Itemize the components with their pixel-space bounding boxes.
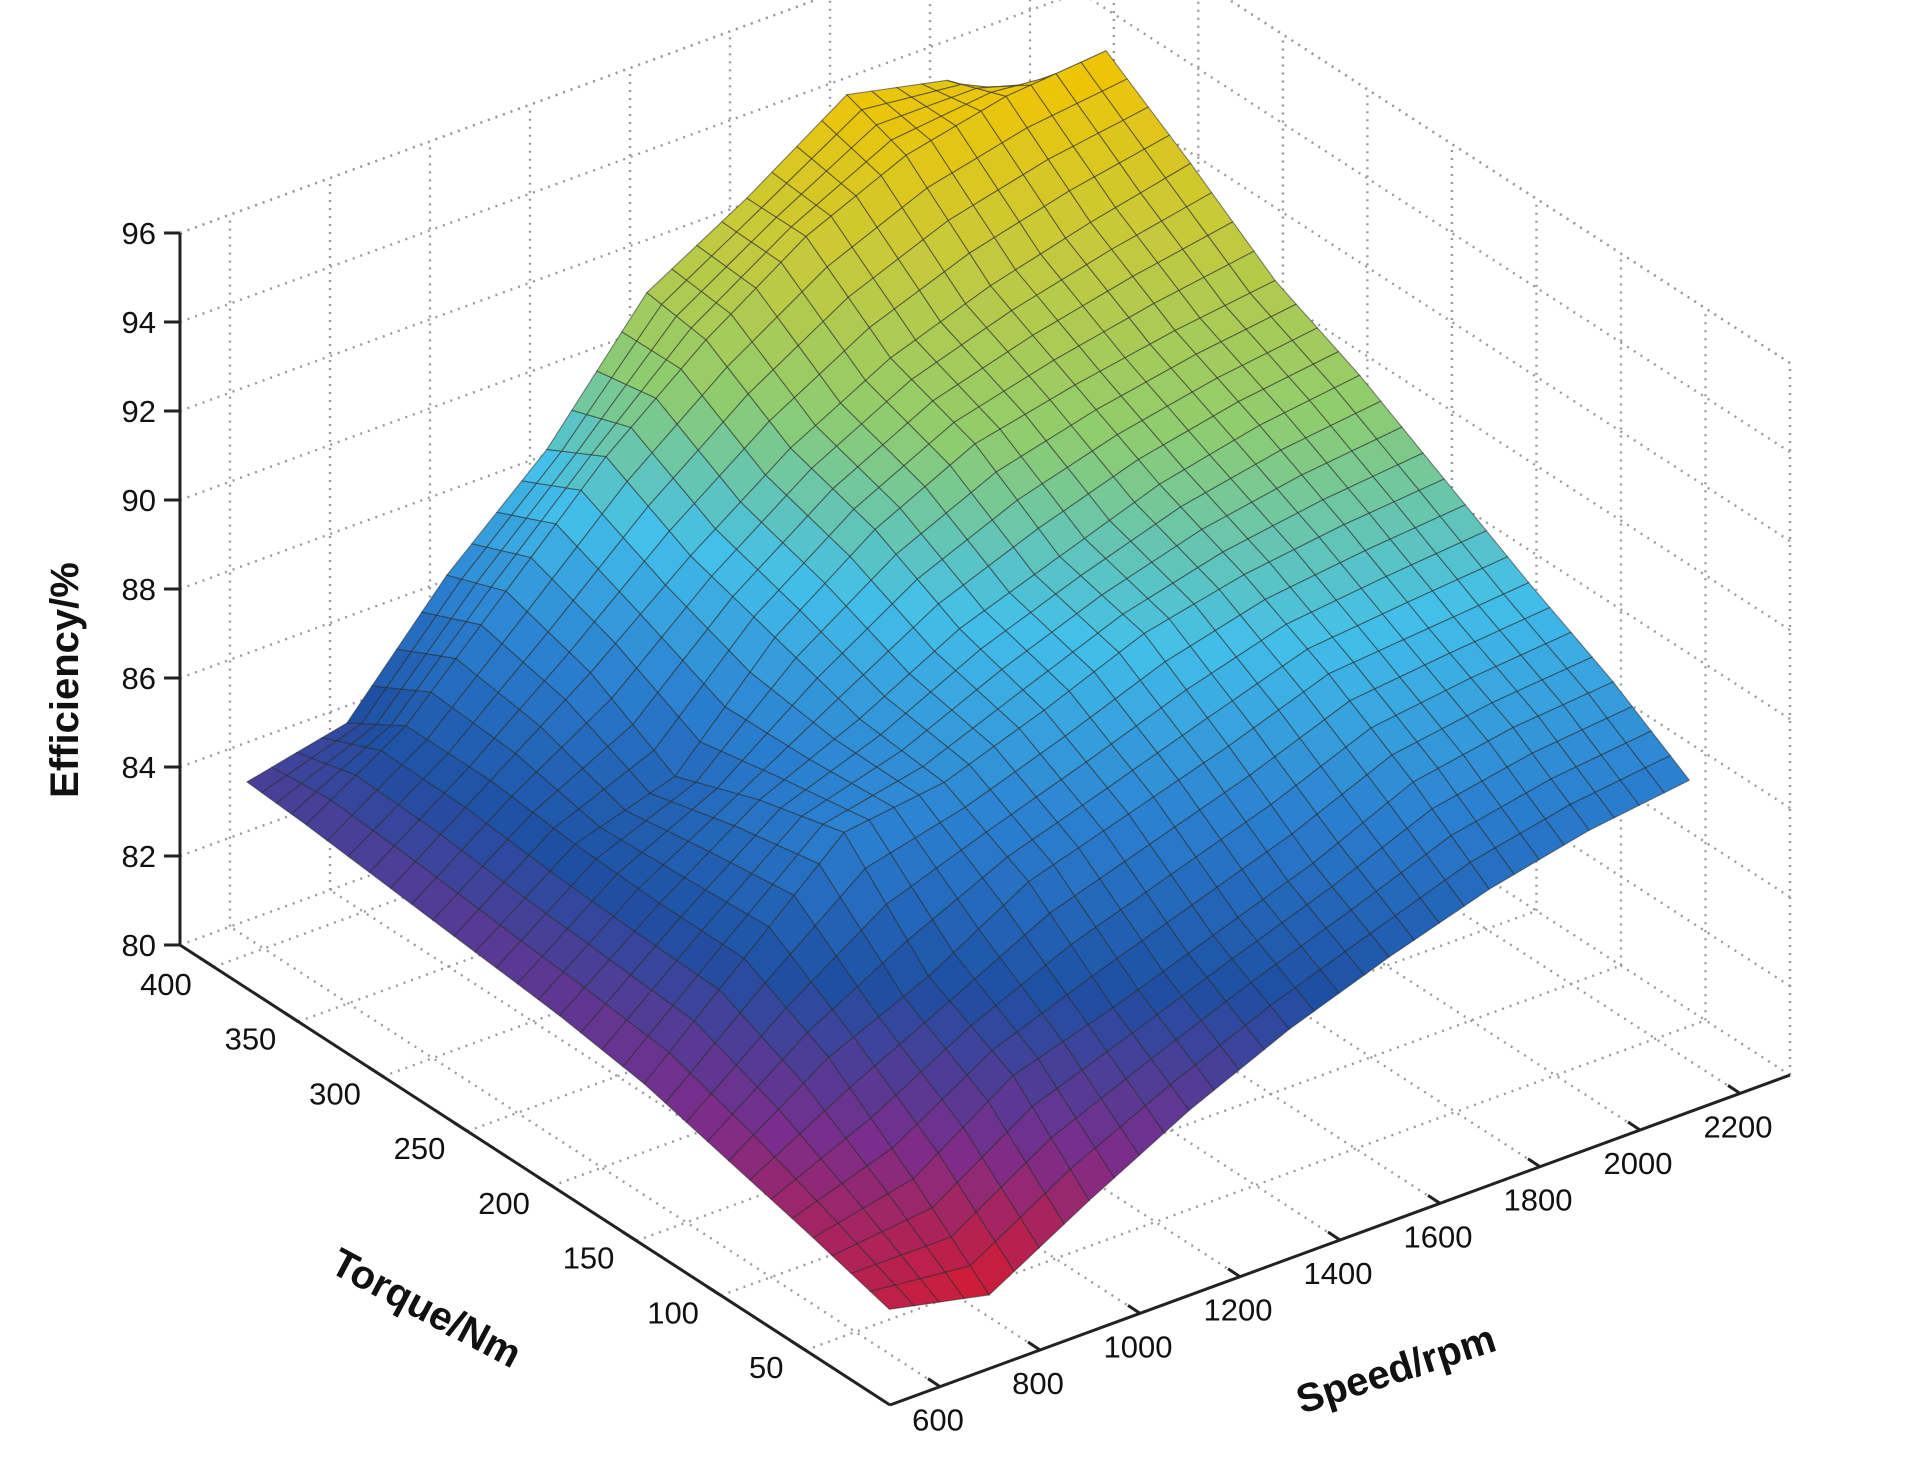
x-tick-mark — [1627, 1120, 1641, 1132]
x-tick-label: 800 — [1012, 1366, 1064, 1401]
axes-layer — [163, 231, 1791, 1407]
y-tick-mark — [283, 1011, 300, 1023]
x-tick-label: 2000 — [1604, 1146, 1673, 1181]
z-tick-label: 90 — [122, 483, 156, 518]
surface-plot — [245, 50, 1691, 1310]
x-tick-label: 1800 — [1504, 1183, 1573, 1218]
z-tick-label: 80 — [122, 928, 156, 963]
x-tick-mark — [1227, 1267, 1241, 1278]
x-tick-label: 1600 — [1404, 1219, 1473, 1254]
x-tick-mark — [1327, 1230, 1341, 1242]
x-tick-mark — [927, 1377, 941, 1388]
x-tick-label: 1000 — [1104, 1329, 1173, 1364]
floor-gridline — [229, 925, 941, 1388]
x-tick-mark — [1727, 1084, 1741, 1095]
z-tick-label: 88 — [122, 572, 156, 607]
tick-labels: 80 82 84 86 88 90 92 94 96 50 100 150 200 250 300 350 40… — [122, 216, 1773, 1438]
x-tick-mark — [1027, 1340, 1041, 1352]
y-tick-mark — [790, 1339, 807, 1352]
y-tick-label: 100 — [647, 1295, 699, 1330]
y-tick-label: 150 — [563, 1241, 615, 1276]
z-tick-label: 84 — [122, 750, 156, 785]
x-tick-mark — [1127, 1304, 1141, 1315]
y-tick-mark — [198, 956, 215, 969]
y-tick-label: 300 — [309, 1076, 361, 1111]
z-tick-label: 94 — [122, 305, 156, 340]
y-tick-label: 250 — [394, 1131, 446, 1166]
side-wall-gridline — [1090, 0, 1791, 454]
y-tick-mark — [368, 1066, 384, 1078]
z-axis-label: Efficiency/% — [43, 562, 87, 798]
x-tick-label: 2200 — [1704, 1109, 1773, 1144]
floor-gridline — [329, 889, 1041, 1352]
x-tick-label: 600 — [912, 1403, 964, 1438]
y-tick-mark — [621, 1230, 638, 1242]
z-tick-label: 92 — [122, 394, 156, 429]
y-tick-label: 200 — [478, 1186, 530, 1221]
y-tick-mark — [537, 1175, 553, 1188]
y-tick-label: 350 — [225, 1022, 277, 1057]
x-tick-label: 1400 — [1304, 1256, 1373, 1291]
y-tick-mark — [706, 1285, 722, 1297]
x-tick-mark — [1427, 1194, 1441, 1205]
x-tick-mark — [1527, 1157, 1541, 1168]
y-tick-label: 50 — [749, 1350, 783, 1385]
y-tick-label: 400 — [140, 967, 192, 1002]
x-tick-label: 1200 — [1204, 1293, 1273, 1328]
side-wall-gridline — [1079, 80, 1791, 543]
y-tick-mark — [452, 1120, 469, 1133]
x-axis-label: Speed/rpm — [1291, 1317, 1501, 1423]
z-tick-label: 96 — [122, 216, 156, 251]
z-tick-label: 82 — [122, 839, 156, 874]
z-tick-label: 86 — [122, 661, 156, 696]
surface-face — [1644, 754, 1691, 794]
y-axis-label: Torque/Nm — [324, 1240, 528, 1377]
